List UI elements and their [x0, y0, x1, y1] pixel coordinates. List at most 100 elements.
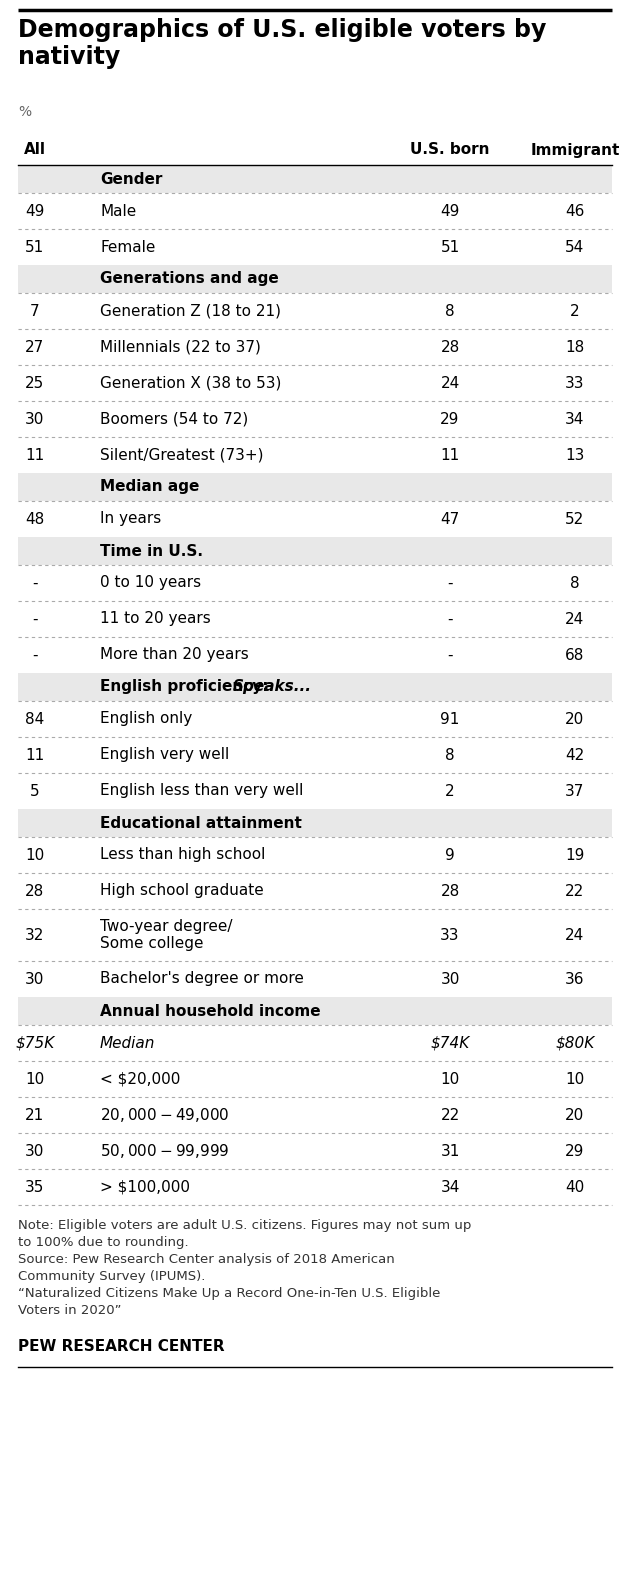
Text: 11: 11: [440, 448, 460, 463]
Text: Demographics of U.S. eligible voters by
nativity: Demographics of U.S. eligible voters by …: [18, 17, 546, 68]
Bar: [18, 996, 612, 1025]
Text: Note: Eligible voters are adult U.S. citizens. Figures may not sum up: Note: Eligible voters are adult U.S. cit…: [18, 1220, 471, 1232]
Text: 51: 51: [440, 239, 460, 255]
Text: 30: 30: [26, 971, 45, 987]
Text: 28: 28: [440, 884, 460, 898]
Text: 27: 27: [26, 339, 45, 355]
Text: 28: 28: [26, 884, 45, 898]
Text: Annual household income: Annual household income: [100, 1004, 320, 1019]
Text: 2: 2: [445, 784, 455, 798]
Text: English only: English only: [100, 711, 192, 727]
Text: Community Survey (IPUMS).: Community Survey (IPUMS).: [18, 1270, 205, 1283]
Text: 30: 30: [26, 412, 45, 426]
Text: 29: 29: [565, 1144, 585, 1158]
Text: 68: 68: [565, 648, 585, 662]
Text: Generations and age: Generations and age: [100, 271, 279, 287]
Text: > $100,000: > $100,000: [100, 1180, 190, 1194]
Text: 8: 8: [570, 575, 580, 591]
Text: $80K: $80K: [555, 1036, 595, 1050]
Text: 22: 22: [565, 884, 585, 898]
Text: 47: 47: [440, 512, 460, 526]
Bar: [18, 537, 612, 565]
Text: 0 to 10 years: 0 to 10 years: [100, 575, 201, 591]
Text: Bachelor's degree or more: Bachelor's degree or more: [100, 971, 304, 987]
Text: In years: In years: [100, 512, 161, 526]
Text: 10: 10: [26, 847, 45, 863]
Text: Less than high school: Less than high school: [100, 847, 266, 863]
Text: 36: 36: [565, 971, 585, 987]
Text: 54: 54: [565, 239, 585, 255]
Text: 24: 24: [565, 928, 585, 942]
Text: U.S. born: U.S. born: [411, 143, 490, 157]
Text: Speaks...: Speaks...: [233, 680, 312, 694]
Text: 5: 5: [30, 784, 40, 798]
Text: Generation Z (18 to 21): Generation Z (18 to 21): [100, 304, 281, 318]
Text: -: -: [447, 575, 453, 591]
Text: 11 to 20 years: 11 to 20 years: [100, 611, 211, 627]
Text: 8: 8: [445, 748, 455, 762]
Text: -: -: [32, 648, 38, 662]
Text: Immigrant: Immigrant: [531, 143, 620, 157]
Text: Boomers (54 to 72): Boomers (54 to 72): [100, 412, 248, 426]
Text: 31: 31: [440, 1144, 460, 1158]
Text: 49: 49: [440, 203, 460, 219]
Text: Educational attainment: Educational attainment: [100, 816, 302, 830]
Text: 40: 40: [565, 1180, 585, 1194]
Bar: [18, 673, 612, 702]
Text: “Naturalized Citizens Make Up a Record One-in-Ten U.S. Eligible: “Naturalized Citizens Make Up a Record O…: [18, 1286, 440, 1300]
Text: $20,000 - $49,000: $20,000 - $49,000: [100, 1106, 230, 1125]
Text: 32: 32: [26, 928, 45, 942]
Text: 46: 46: [565, 203, 585, 219]
Text: 25: 25: [26, 375, 45, 391]
Text: Source: Pew Research Center analysis of 2018 American: Source: Pew Research Center analysis of …: [18, 1253, 395, 1266]
Text: -: -: [32, 611, 38, 627]
Bar: [18, 809, 612, 836]
Text: 20: 20: [565, 1107, 585, 1123]
Text: PEW RESEARCH CENTER: PEW RESEARCH CENTER: [18, 1338, 225, 1354]
Text: 10: 10: [26, 1071, 45, 1087]
Text: 29: 29: [440, 412, 460, 426]
Text: %: %: [18, 105, 31, 119]
Text: 21: 21: [26, 1107, 45, 1123]
Text: 24: 24: [440, 375, 460, 391]
Text: Silent/Greatest (73+): Silent/Greatest (73+): [100, 448, 264, 463]
Text: 19: 19: [565, 847, 585, 863]
Text: 28: 28: [440, 339, 460, 355]
Text: -: -: [447, 648, 453, 662]
Text: 33: 33: [565, 375, 585, 391]
Text: 52: 52: [565, 512, 585, 526]
Text: 84: 84: [26, 711, 45, 727]
Text: 9: 9: [445, 847, 455, 863]
Text: 42: 42: [565, 748, 585, 762]
Text: 91: 91: [440, 711, 460, 727]
Text: More than 20 years: More than 20 years: [100, 648, 249, 662]
Text: 24: 24: [565, 611, 585, 627]
Text: English very well: English very well: [100, 748, 230, 762]
Text: 48: 48: [26, 512, 45, 526]
Text: English less than very well: English less than very well: [100, 784, 304, 798]
Text: 10: 10: [440, 1071, 460, 1087]
Text: Male: Male: [100, 203, 136, 219]
Text: 33: 33: [440, 928, 460, 942]
Bar: [18, 265, 612, 293]
Text: 49: 49: [26, 203, 45, 219]
Text: to 100% due to rounding.: to 100% due to rounding.: [18, 1236, 188, 1250]
Text: Median: Median: [100, 1036, 156, 1050]
Text: 13: 13: [565, 448, 585, 463]
Text: $75K: $75K: [16, 1036, 55, 1050]
Text: 34: 34: [440, 1180, 460, 1194]
Text: 51: 51: [26, 239, 45, 255]
Text: 10: 10: [565, 1071, 585, 1087]
Text: 34: 34: [565, 412, 585, 426]
Text: Median age: Median age: [100, 480, 200, 494]
Text: 35: 35: [26, 1180, 45, 1194]
Text: -: -: [447, 611, 453, 627]
Text: $74K: $74K: [430, 1036, 470, 1050]
Text: < $20,000: < $20,000: [100, 1071, 180, 1087]
Text: 30: 30: [26, 1144, 45, 1158]
Bar: [18, 165, 612, 193]
Text: 8: 8: [445, 304, 455, 318]
Text: Time in U.S.: Time in U.S.: [100, 543, 203, 559]
Text: 22: 22: [440, 1107, 460, 1123]
Text: Gender: Gender: [100, 171, 162, 187]
